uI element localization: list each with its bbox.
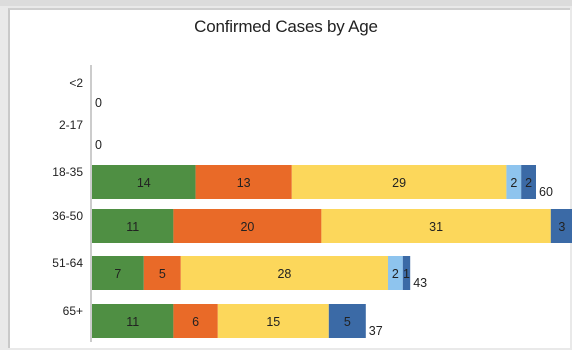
bar-segment	[402, 256, 411, 290]
category-label: 2-17	[59, 118, 83, 132]
total-label: 37	[369, 324, 383, 338]
bar-segment	[92, 165, 196, 199]
bar-segment	[173, 209, 322, 243]
data-label: 20	[240, 220, 254, 234]
bar-segment	[92, 256, 144, 290]
bar-segment	[506, 165, 522, 199]
total-label: 0	[95, 138, 102, 152]
data-label: 2	[392, 267, 399, 281]
category-label: 51-64	[52, 256, 83, 270]
data-label: 5	[159, 267, 166, 281]
chart-title: Confirmed Cases by Age	[194, 17, 378, 36]
data-label: 29	[392, 176, 406, 190]
category-label: 65+	[63, 304, 83, 318]
bar-segment	[92, 304, 174, 338]
category-label: <2	[69, 76, 83, 90]
data-label: 2	[510, 176, 517, 190]
data-label: 11	[126, 315, 139, 329]
category-label: 36-50	[52, 209, 83, 223]
bar-segment	[521, 165, 536, 199]
bar-segment	[328, 304, 366, 338]
total-label: 43	[413, 276, 427, 290]
data-label: 5	[344, 315, 351, 329]
data-label: 14	[137, 176, 151, 190]
bar-segment	[173, 304, 218, 338]
data-label: 7	[114, 267, 121, 281]
category-label: 18-35	[52, 165, 83, 179]
bar-segment	[195, 165, 292, 199]
bar-segment	[321, 209, 551, 243]
bar-segment	[291, 165, 507, 199]
total-label: 0	[95, 96, 102, 110]
data-label: 28	[277, 267, 291, 281]
data-label: 31	[429, 220, 443, 234]
data-label: 11	[126, 220, 139, 234]
total-label: 60	[539, 185, 553, 199]
bar-segment	[180, 256, 388, 290]
data-label: 15	[266, 315, 280, 329]
data-label: 13	[237, 176, 251, 190]
bar-segment	[388, 256, 403, 290]
data-label: 3	[558, 220, 565, 234]
bar-segment	[217, 304, 329, 338]
data-label: 6	[192, 315, 199, 329]
bar-segment	[550, 209, 572, 243]
bar-segment	[92, 209, 174, 243]
window-top-strip	[0, 0, 572, 6]
data-label: 1	[403, 267, 410, 281]
bar-segment	[143, 256, 181, 290]
data-label: 2	[525, 176, 532, 190]
